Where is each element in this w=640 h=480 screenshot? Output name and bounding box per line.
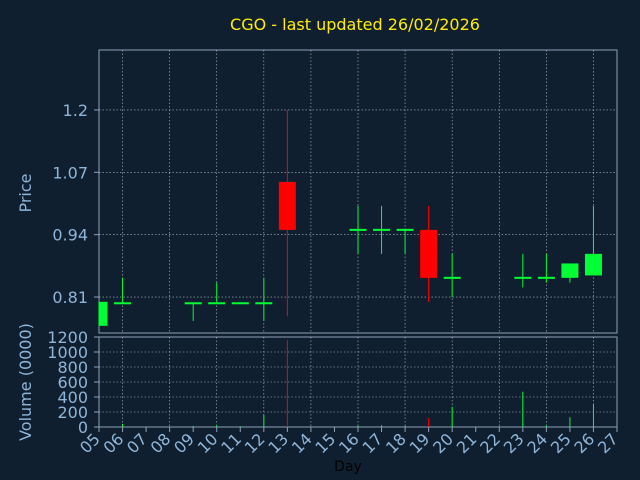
candle-body xyxy=(373,228,391,231)
candle-body xyxy=(208,302,226,305)
price-panel: 1.2 1.07 0.94 0.81 xyxy=(52,49,618,334)
price-tick-label: 0.81 xyxy=(52,288,88,307)
candle-body xyxy=(537,276,555,279)
candle-body xyxy=(443,276,461,279)
candle-body xyxy=(561,263,579,278)
price-tick-label: 1.07 xyxy=(52,163,88,182)
volume-tick-label: 400 xyxy=(57,388,88,407)
volume-tick-label: 800 xyxy=(57,358,88,377)
volume-tick-label: 1200 xyxy=(47,328,88,347)
candle-body xyxy=(420,229,438,278)
chart-title: CGO - last updated 26/02/2026 xyxy=(230,15,480,34)
candle-body xyxy=(114,302,132,305)
price-axis-label: Price xyxy=(16,173,35,212)
x-tick-label: 27 xyxy=(594,429,622,457)
day-axis-label: Day xyxy=(334,459,362,475)
volume-tick-label: 0 xyxy=(78,418,88,437)
volume-tick-label: 1000 xyxy=(47,343,88,362)
candle-body xyxy=(231,302,249,305)
price-tick-label: 1.2 xyxy=(63,101,88,120)
candle-body xyxy=(99,301,108,326)
candle-body xyxy=(184,302,202,305)
volume-tick-label: 600 xyxy=(57,373,88,392)
volume-tick-label: 200 xyxy=(57,403,88,422)
x-tick-labels: 0506070809101112131415161718192021222324… xyxy=(76,427,622,457)
candle-body xyxy=(255,302,273,305)
volume-axis-label: Volume (0000) xyxy=(16,323,35,441)
candle-body xyxy=(584,253,602,276)
candle-body xyxy=(278,181,296,230)
candle-body xyxy=(514,276,532,279)
candle-body xyxy=(349,228,367,231)
candle-body xyxy=(396,228,414,231)
price-tick-label: 0.94 xyxy=(52,226,88,245)
